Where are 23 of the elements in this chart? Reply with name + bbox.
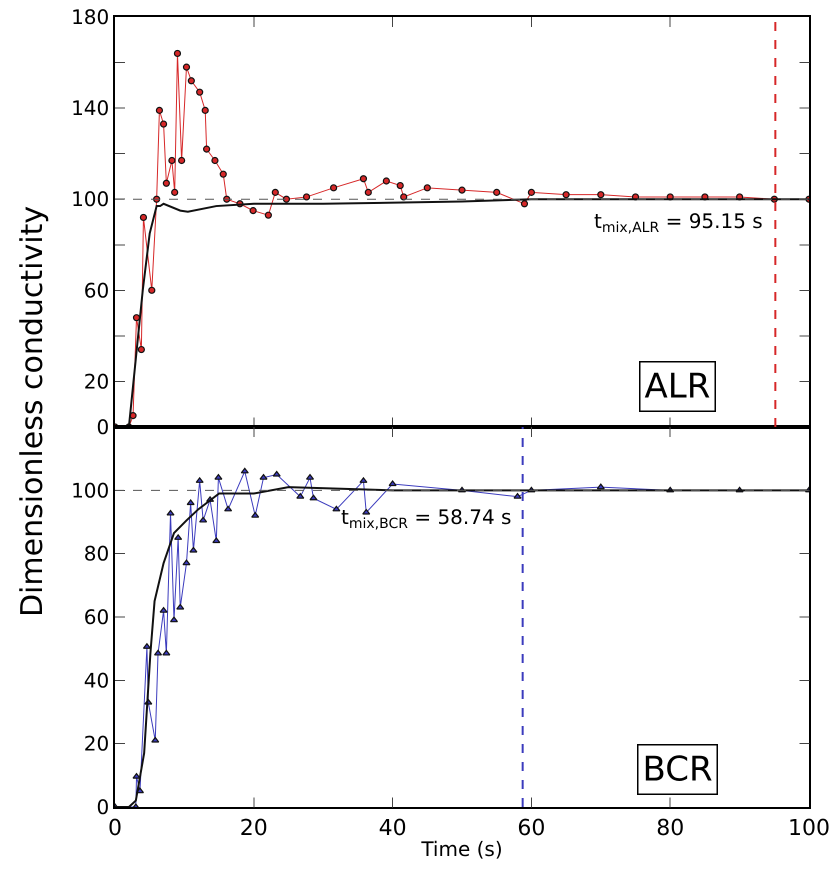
x-axis-title: Time (s) xyxy=(420,837,503,862)
ref-line-label: t$_{mix,ALR}$ = 95.15 s xyxy=(594,209,763,236)
x-tick-label: 80 xyxy=(656,816,684,842)
y-tick-label: 180 xyxy=(71,5,110,29)
y-tick-label: 20 xyxy=(84,732,110,756)
x-tick-label: 20 xyxy=(240,816,268,842)
y-tick-label: 20 xyxy=(84,369,110,394)
x-tick-label: 60 xyxy=(517,816,546,842)
y-tick-label: 80 xyxy=(84,542,110,566)
y-tick-label: 100 xyxy=(71,187,110,212)
ref-line-label: t$_{mix,BCR}$ = 58.74 s xyxy=(341,505,512,532)
y-tick-label: 140 xyxy=(71,96,110,120)
y-tick-label: 60 xyxy=(84,278,110,302)
y-tick-label: 100 xyxy=(71,478,110,502)
annotation: BCR xyxy=(642,750,713,790)
y-tick-label: 40 xyxy=(84,668,110,692)
annotation: ALR xyxy=(644,366,710,406)
y-axis-title: Dimensionless conductivity xyxy=(15,206,50,618)
x-tick-label: 100 xyxy=(788,816,830,842)
y-tick-label: 60 xyxy=(84,605,110,629)
y-tick-label: 0 xyxy=(96,415,110,439)
y-tick-label: 0 xyxy=(96,795,110,819)
x-tick-label: 40 xyxy=(378,816,407,842)
